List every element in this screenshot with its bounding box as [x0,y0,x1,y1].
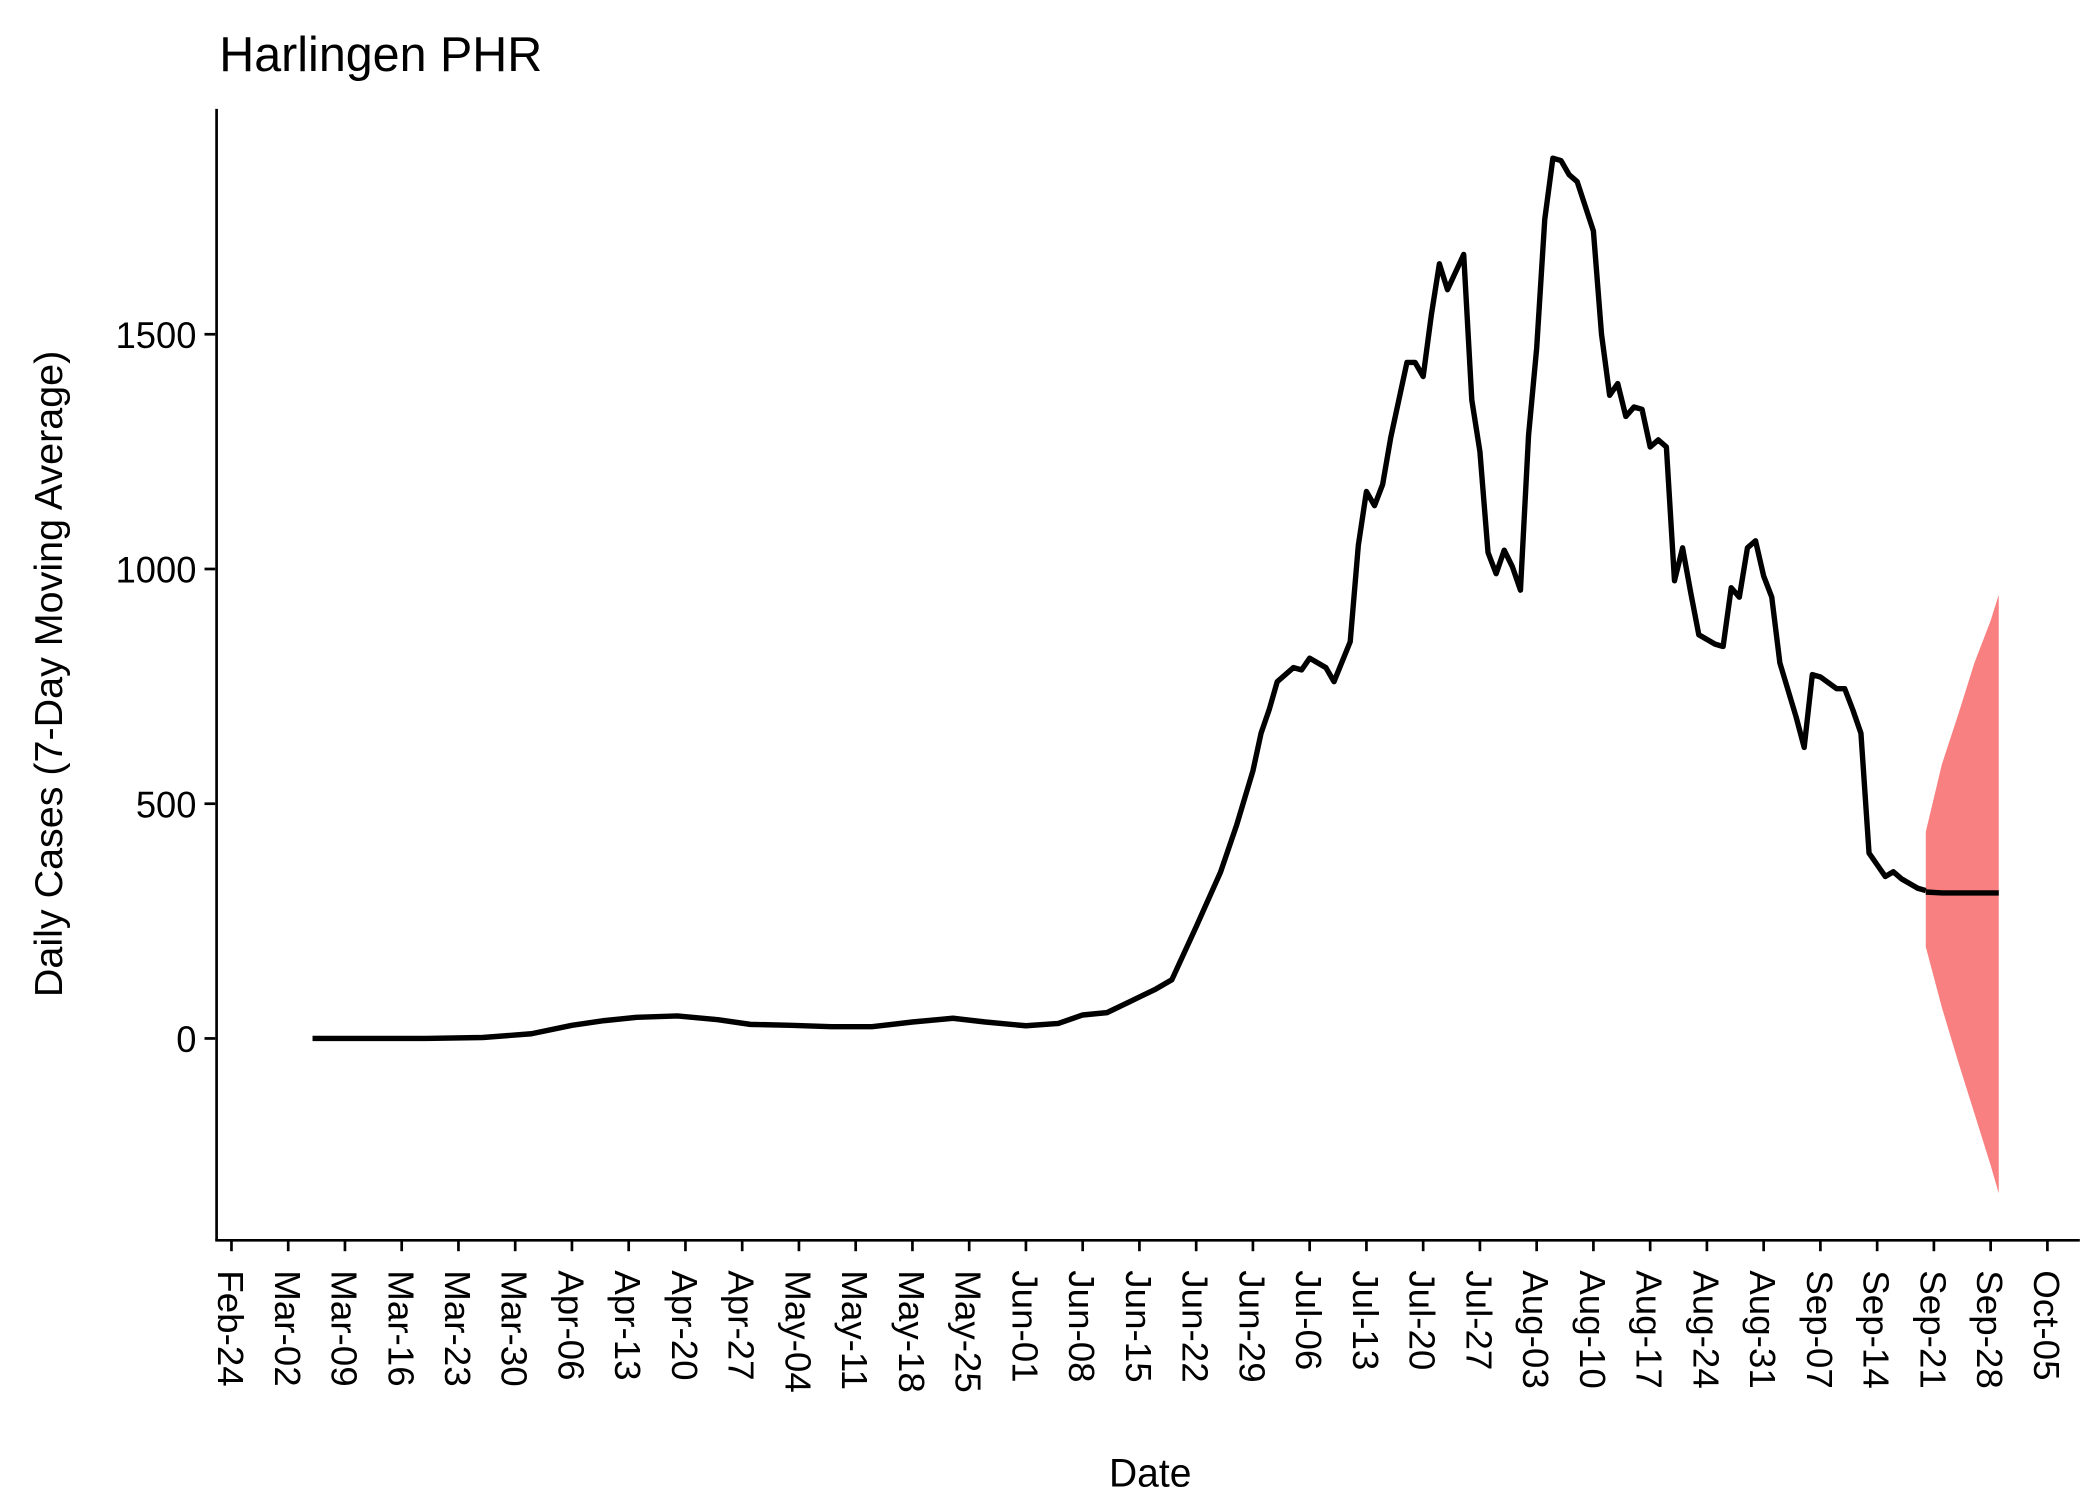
x-tick-label: Jun-15 [1118,1270,1159,1382]
x-tick-label: Mar-16 [380,1270,421,1386]
series-line [312,155,1927,1042]
x-tick-label: Aug-03 [1515,1270,1556,1389]
y-axis-label: Daily Cases (7-Day Moving Average) [27,351,71,997]
x-tick-label: Aug-24 [1686,1270,1727,1389]
y-tick-label: 1000 [116,549,197,590]
x-tick-label: Sep-28 [1969,1270,2010,1389]
y-tick-label: 1500 [116,315,197,356]
x-tick-label: Jun-01 [1005,1270,1046,1382]
x-tick-label: Apr-27 [721,1270,762,1380]
x-tick-label: Sep-21 [1912,1270,1953,1389]
chart-title: Harlingen PHR [219,28,542,82]
x-tick-label: Jul-06 [1288,1270,1329,1370]
x-tick-label: Mar-02 [267,1270,308,1386]
x-tick-label: Mar-30 [494,1270,535,1386]
x-tick-label: May-18 [891,1270,932,1393]
x-tick-label: Aug-10 [1572,1270,1613,1389]
x-axis-label: Date [1109,1452,1191,1496]
x-tick-label: Jun-29 [1232,1270,1273,1382]
y-tick-label: 0 [176,1019,196,1060]
x-tick-label: Sep-07 [1799,1270,1840,1389]
x-tick-label: Mar-09 [324,1270,365,1386]
x-tick-label: Apr-13 [607,1270,648,1380]
x-tick-label: Jun-08 [1061,1270,1102,1382]
x-tick-label: Aug-17 [1629,1270,1670,1389]
x-tick-label: May-11 [834,1270,875,1390]
y-tick-label: 500 [136,784,197,825]
x-tick-label: Jul-27 [1459,1270,1500,1370]
x-tick-label: Jun-22 [1175,1270,1216,1382]
x-tick-label: Apr-06 [551,1270,592,1380]
x-tick-label: Aug-31 [1742,1270,1783,1389]
x-tick-label: May-25 [948,1270,989,1393]
x-tick-label: Sep-14 [1856,1270,1897,1389]
x-tick-label: Mar-23 [437,1270,478,1386]
x-tick-label: Jul-20 [1402,1270,1443,1370]
x-tick-label: Oct-05 [2026,1270,2067,1380]
x-tick-label: Feb-24 [210,1270,251,1386]
forecast-line [1925,889,1999,896]
x-tick-label: Apr-20 [664,1270,705,1380]
x-tick-label: Jul-13 [1345,1270,1386,1370]
x-tick-label: May-04 [778,1270,819,1393]
